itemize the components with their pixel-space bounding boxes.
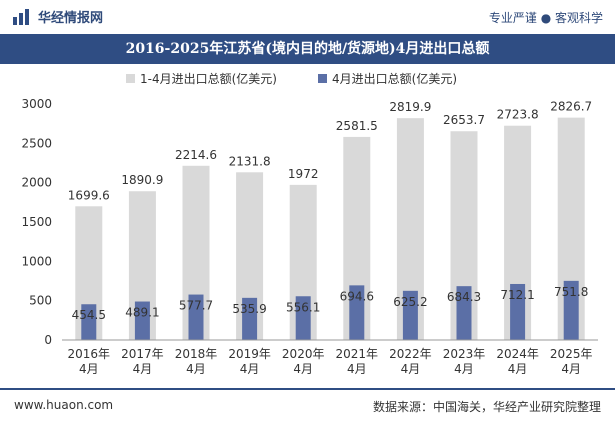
bar-chart: 1-4月进出口总额(亿美元) 4月进出口总额(亿美元) 0 500 1000 1500 2… xyxy=(21,71,598,376)
bar-total-april xyxy=(81,304,97,340)
chart-title: 2016-2025年江苏省(境内目的地/货源地)4月进出口总额 xyxy=(0,34,615,64)
footer-divider xyxy=(0,388,615,390)
data-label-total-april: 454.5 xyxy=(72,308,106,322)
data-label-total-april: 489.1 xyxy=(125,306,159,320)
data-label-total-jan-apr: 2723.8 xyxy=(497,108,539,122)
bar-total-april xyxy=(188,294,204,340)
footer-website: www.huaon.com xyxy=(14,398,114,412)
y-tick-label: 500 xyxy=(29,294,52,308)
legend-swatch-2 xyxy=(318,74,327,83)
x-tick-label: 2021年 4月 xyxy=(336,347,379,376)
data-label-total-jan-apr: 1890.9 xyxy=(121,173,163,187)
y-tick-label: 3000 xyxy=(21,97,52,111)
y-axis: 0 500 1000 1500 2000 2500 3000 xyxy=(21,97,52,347)
footer-source: 数据来源：中国海关，华经产业研究院整理 xyxy=(372,400,601,414)
brand-name: 华经情报网 xyxy=(38,11,104,26)
x-tick-label: 2020年 4月 xyxy=(282,347,325,376)
header-bar: 华经情报网 专业严谨 ● 客观科学 xyxy=(0,0,615,34)
bar-total-april xyxy=(563,280,579,340)
tagline: 专业严谨 ● 客观科学 xyxy=(488,11,603,25)
data-label-total-jan-apr: 1972 xyxy=(288,167,319,181)
brand-logo-icon xyxy=(13,8,29,25)
x-tick-label: 2019年 4月 xyxy=(228,347,271,376)
x-tick-label: 2018年 4月 xyxy=(175,347,218,376)
x-tick-label: 2024年 4月 xyxy=(496,347,539,376)
x-tick-label: 2017年 4月 xyxy=(121,347,164,376)
data-label-total-jan-apr: 2214.6 xyxy=(175,148,217,162)
x-tick-label: 2023年 4月 xyxy=(443,347,486,376)
data-label-total-jan-apr: 2581.5 xyxy=(336,119,378,133)
data-label-total-jan-apr: 2819.9 xyxy=(389,100,431,114)
data-label-total-april: 577.7 xyxy=(179,299,213,313)
data-label-total-april: 625.2 xyxy=(393,295,427,309)
brand: 华经情报网 xyxy=(12,7,103,26)
data-label-total-april: 535.9 xyxy=(232,302,266,316)
legend-swatch-1 xyxy=(126,74,135,83)
data-label-total-april: 694.6 xyxy=(340,289,374,303)
bar-total-april xyxy=(134,301,150,340)
bar-total-april xyxy=(456,286,472,340)
bar-total-april xyxy=(242,297,258,340)
bar-total-april xyxy=(510,283,526,340)
bar-total-april xyxy=(349,285,365,340)
bars: 1699.6 454.5 1890.9 489.1 2214.6 577.7 2131.8 5… xyxy=(68,100,592,340)
legend-label-2: 4月进出口总额(亿美元) xyxy=(332,71,457,86)
y-tick-label: 1000 xyxy=(21,254,52,268)
data-label-total-april: 684.3 xyxy=(447,290,481,304)
y-tick-label: 2500 xyxy=(21,136,52,150)
bar-total-april xyxy=(402,290,418,340)
data-label-total-jan-apr: 1699.6 xyxy=(68,188,110,202)
data-label-total-jan-apr: 2826.7 xyxy=(550,100,592,114)
data-label-total-jan-apr: 2131.8 xyxy=(229,154,271,168)
data-label-total-april: 712.1 xyxy=(500,288,534,302)
data-label-total-april: 751.8 xyxy=(554,285,588,299)
x-tick-label: 2022年 4月 xyxy=(389,347,432,376)
y-tick-label: 2000 xyxy=(21,176,52,190)
x-tick-label: 2025年 4月 xyxy=(550,347,593,376)
data-label-total-jan-apr: 2653.7 xyxy=(443,113,485,127)
y-tick-label: 1500 xyxy=(21,215,52,229)
legend: 1-4月进出口总额(亿美元) 4月进出口总额(亿美元) xyxy=(126,71,457,86)
x-tick-label: 2016年 4月 xyxy=(68,347,111,376)
legend-label-1: 1-4月进出口总额(亿美元) xyxy=(140,71,277,86)
data-label-total-april: 556.1 xyxy=(286,300,320,314)
bar-total-april xyxy=(295,296,311,340)
x-axis: 2016年 4月 2017年 4月 2018年 4月 2019年 4月 2020年 4月 2021年… xyxy=(62,339,598,376)
y-tick-label: 0 xyxy=(44,333,52,347)
